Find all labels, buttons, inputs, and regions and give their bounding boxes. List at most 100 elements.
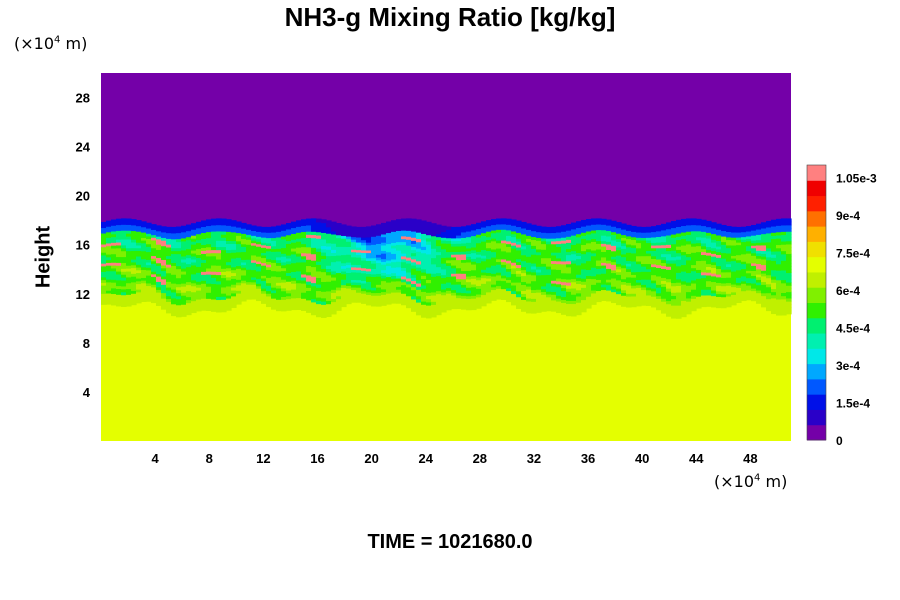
field-cell — [566, 278, 572, 283]
field-cell — [326, 274, 332, 279]
field-cell — [246, 236, 252, 240]
field-cell — [216, 274, 222, 279]
field-cell — [136, 255, 142, 260]
field-cell — [316, 231, 322, 236]
field-cell — [271, 270, 277, 274]
field-cell — [636, 239, 642, 244]
field-cell — [536, 294, 542, 299]
field-cell — [691, 273, 697, 278]
field-cell — [696, 257, 702, 262]
field-cell — [471, 275, 477, 279]
field-cell — [531, 233, 537, 238]
field-cell — [651, 301, 657, 305]
field-cell — [161, 242, 167, 247]
field-cell — [121, 291, 127, 296]
field-cell — [761, 292, 767, 297]
field-cell — [436, 296, 442, 301]
field-cell — [371, 265, 377, 269]
field-cell — [601, 224, 607, 228]
field-cell — [756, 236, 762, 241]
field-cell — [536, 269, 542, 273]
field-cell — [131, 287, 137, 291]
field-cell — [366, 244, 372, 248]
field-cell — [276, 290, 282, 295]
field-cell — [661, 298, 667, 302]
field-cell — [561, 234, 567, 238]
field-cell — [386, 273, 392, 278]
field-cell — [111, 259, 117, 263]
field-cell — [486, 220, 492, 224]
field-cell — [116, 233, 122, 237]
field-cell — [426, 301, 432, 306]
field-cell — [476, 262, 482, 267]
field-cell — [331, 304, 337, 309]
field-cell — [191, 300, 197, 305]
field-cell — [346, 241, 352, 245]
field-cell — [381, 222, 387, 227]
field-cell — [101, 221, 107, 226]
field-cell — [541, 282, 547, 287]
field-cell — [476, 293, 482, 298]
field-cell — [311, 218, 317, 223]
field-cell — [126, 250, 132, 255]
field-cell — [386, 235, 392, 239]
field-cell — [216, 230, 222, 235]
field-cell — [751, 227, 757, 231]
field-cell — [751, 245, 757, 249]
field-cell — [761, 301, 767, 305]
field-cell — [696, 254, 702, 259]
field-cell — [316, 267, 322, 272]
field-cell — [226, 261, 232, 266]
field-cell — [606, 262, 612, 267]
field-cell — [151, 276, 157, 280]
field-cell — [451, 240, 457, 244]
field-cell — [441, 260, 447, 264]
field-cell — [741, 280, 747, 284]
time-label: TIME = 1021680.0 — [367, 531, 533, 553]
field-cell — [731, 283, 737, 288]
field-cell — [701, 271, 707, 276]
field-cell — [206, 219, 212, 224]
field-cell — [576, 270, 582, 275]
field-cell — [256, 293, 262, 297]
field-cell — [311, 224, 317, 229]
field-cell — [386, 259, 392, 264]
field-cell — [621, 231, 627, 236]
field-cell — [441, 237, 447, 241]
field-cell — [706, 257, 712, 262]
field-cell — [276, 256, 282, 261]
field-cell — [271, 284, 277, 288]
field-cell — [246, 266, 252, 270]
field-cell — [446, 254, 452, 258]
field-cell — [241, 277, 247, 281]
field-cell — [311, 266, 317, 271]
field-cell — [411, 246, 417, 251]
field-cell — [231, 255, 237, 259]
field-cell — [126, 241, 132, 246]
field-cell — [321, 287, 327, 292]
field-cell — [771, 300, 777, 305]
field-cell — [711, 230, 717, 235]
field-cell — [121, 233, 127, 237]
field-cell — [166, 264, 172, 268]
field-cell — [601, 270, 607, 274]
field-cell — [281, 302, 287, 306]
field-cell — [151, 265, 157, 270]
field-cell — [261, 247, 267, 251]
field-cell — [476, 288, 482, 292]
field-cell — [766, 247, 772, 252]
field-cell — [486, 253, 492, 257]
field-cell — [756, 247, 762, 251]
field-cell — [391, 289, 397, 293]
field-cell — [136, 272, 142, 276]
field-cell — [451, 232, 457, 236]
field-cell — [746, 233, 752, 237]
field-cell — [341, 292, 347, 297]
field-cell — [476, 234, 482, 238]
field-cell — [126, 276, 132, 281]
field-cell — [111, 270, 117, 275]
field-cell — [551, 277, 557, 281]
field-cell — [451, 248, 457, 253]
field-cell — [666, 303, 672, 308]
field-cell — [626, 285, 632, 289]
